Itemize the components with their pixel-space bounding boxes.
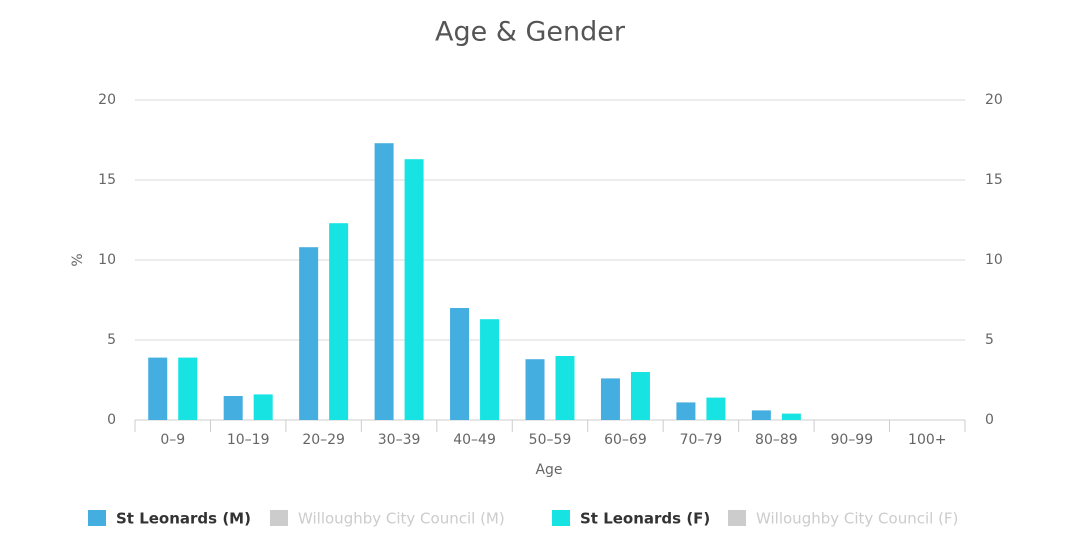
x-tick-label: 100+: [908, 432, 946, 448]
bar: [374, 143, 394, 420]
x-tick-label: 0–9: [160, 432, 185, 448]
x-tick-label: 40–49: [453, 432, 496, 448]
bar: [555, 356, 575, 420]
legend-label: Willoughby City Council (F): [756, 510, 958, 528]
bar: [751, 410, 771, 420]
y2-tick-label: 5: [985, 332, 994, 348]
y-tick-label: 0: [107, 412, 116, 428]
bar: [706, 397, 726, 420]
bar: [223, 396, 243, 420]
x-tick-label: 60–69: [604, 432, 647, 448]
x-axis-title: Age: [535, 462, 562, 478]
legend-swatch: [728, 510, 746, 526]
x-tick-label: 30–39: [378, 432, 421, 448]
bar: [329, 223, 349, 420]
y2-tick-label: 0: [985, 412, 994, 428]
bar: [148, 357, 168, 420]
bar: [630, 372, 650, 420]
bar: [404, 159, 424, 420]
legend-swatch: [270, 510, 288, 526]
bar: [253, 394, 273, 420]
legend-label: St Leonards (M): [116, 510, 251, 528]
y-tick-label: 20: [98, 92, 116, 108]
x-tick-label: 50–59: [529, 432, 572, 448]
y2-tick-label: 10: [985, 252, 1003, 268]
legend-swatch: [552, 510, 570, 526]
bar: [450, 308, 470, 420]
bar: [600, 378, 620, 420]
bar: [299, 247, 319, 420]
bar: [178, 357, 198, 420]
x-tick-label: 70–79: [680, 432, 723, 448]
x-tick-label: 90–99: [830, 432, 873, 448]
chart-title: Age & Gender: [435, 17, 626, 48]
legend-label: St Leonards (F): [580, 510, 710, 528]
legend-swatch: [88, 510, 106, 526]
y-axis-title: %: [70, 253, 86, 266]
y2-tick-label: 15: [985, 172, 1003, 188]
x-tick-label: 20–29: [302, 432, 345, 448]
y-tick-label: 10: [98, 252, 116, 268]
x-tick-label: 10–19: [227, 432, 270, 448]
y2-tick-label: 20: [985, 92, 1003, 108]
y-tick-label: 5: [107, 332, 116, 348]
bar: [525, 359, 545, 420]
bar: [676, 402, 696, 420]
legend-label: Willoughby City Council (M): [298, 510, 505, 528]
x-tick-label: 80–89: [755, 432, 798, 448]
bar: [781, 413, 801, 420]
y-tick-label: 15: [98, 172, 116, 188]
bar: [480, 319, 500, 420]
